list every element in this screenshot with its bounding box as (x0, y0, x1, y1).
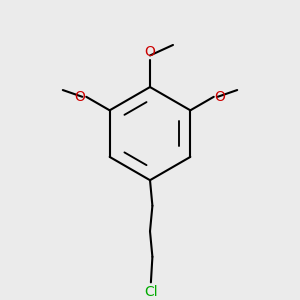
Text: Cl: Cl (144, 285, 158, 299)
Text: O: O (74, 90, 85, 104)
Text: O: O (145, 45, 155, 59)
Text: O: O (215, 90, 226, 104)
